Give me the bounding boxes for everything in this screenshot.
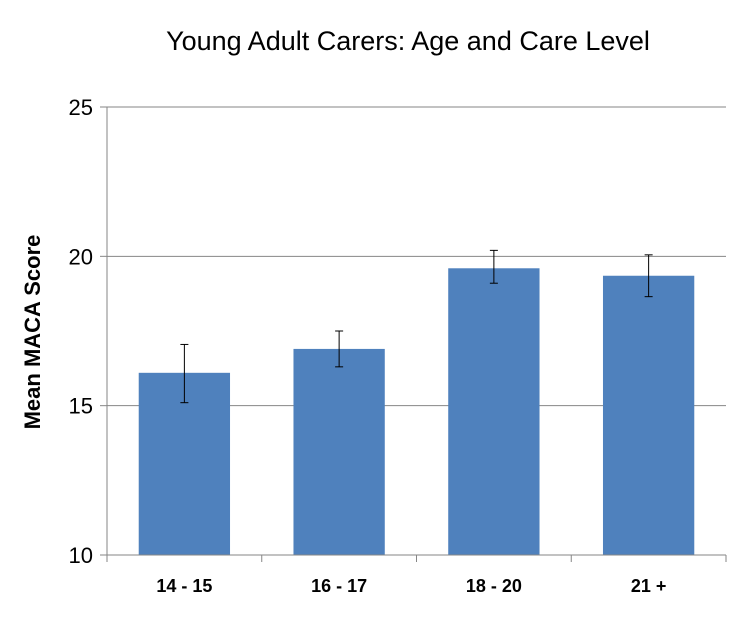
x-tick-label: 14 - 15 (156, 576, 212, 596)
x-tick-labels: 14 - 15 16 - 17 18 - 20 21 + (156, 576, 666, 596)
y-tick-labels: 10 15 20 25 (69, 95, 93, 568)
bar (448, 268, 540, 555)
axes (100, 106, 727, 562)
bar (293, 348, 385, 555)
y-tick-label: 25 (69, 95, 93, 120)
bars (138, 268, 695, 555)
y-axis-label: Mean MACA Score (20, 235, 45, 430)
error-bars (180, 249, 653, 404)
y-tick-label: 15 (69, 394, 93, 419)
chart-title: Young Adult Carers: Age and Care Level (166, 26, 650, 56)
x-tick-label: 21 + (631, 576, 667, 596)
y-tick-label: 20 (69, 244, 93, 269)
bar (602, 275, 695, 555)
x-tick-label: 16 - 17 (311, 576, 367, 596)
x-tick-label: 18 - 20 (466, 576, 522, 596)
y-tick-label: 10 (69, 543, 93, 568)
